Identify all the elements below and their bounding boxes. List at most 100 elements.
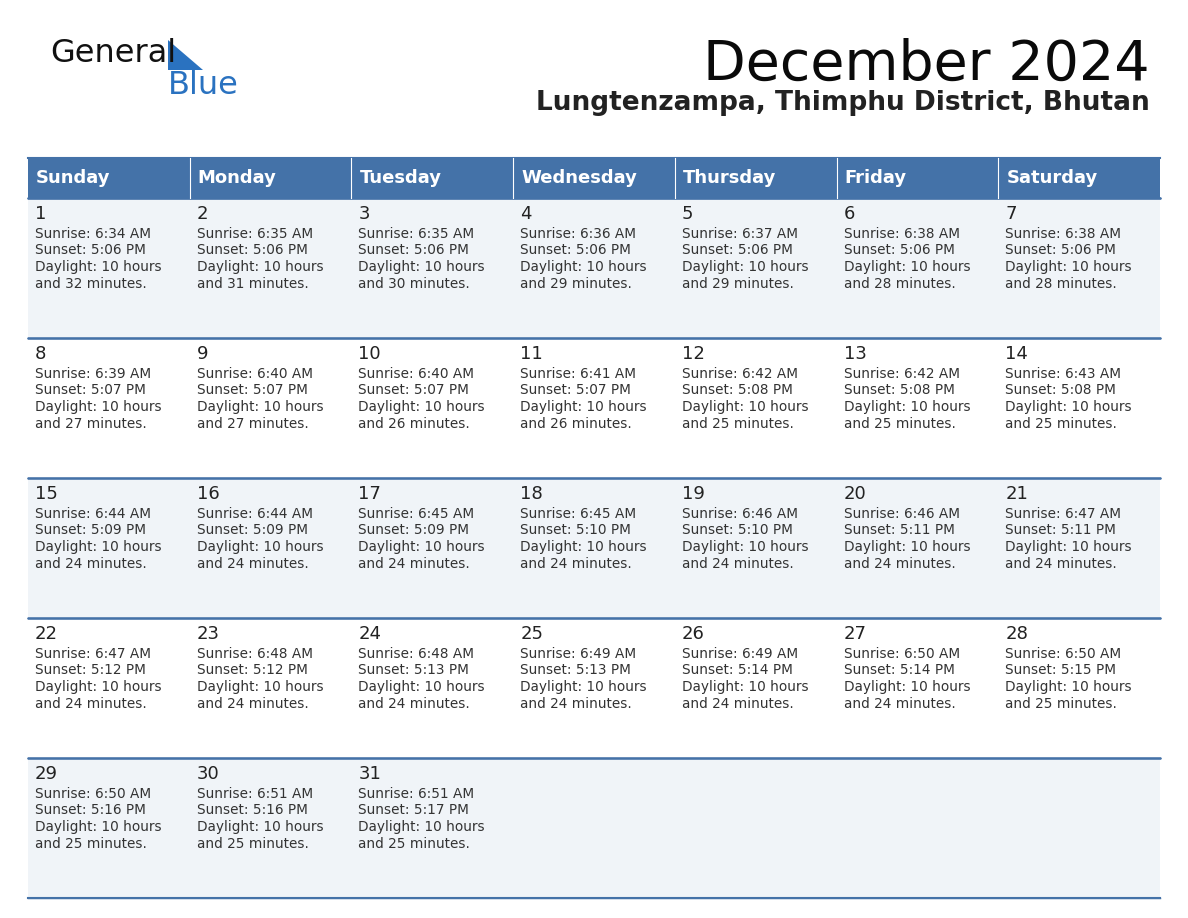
Text: Daylight: 10 hours: Daylight: 10 hours bbox=[520, 400, 646, 414]
Text: 23: 23 bbox=[197, 625, 220, 643]
Text: and 28 minutes.: and 28 minutes. bbox=[843, 276, 955, 290]
Text: and 25 minutes.: and 25 minutes. bbox=[197, 836, 309, 850]
Text: and 24 minutes.: and 24 minutes. bbox=[359, 697, 470, 711]
Bar bbox=[352, 618, 513, 758]
Text: Daylight: 10 hours: Daylight: 10 hours bbox=[34, 540, 162, 554]
Text: Sunrise: 6:46 AM: Sunrise: 6:46 AM bbox=[682, 507, 798, 521]
Text: Sunrise: 6:46 AM: Sunrise: 6:46 AM bbox=[843, 507, 960, 521]
Text: Daylight: 10 hours: Daylight: 10 hours bbox=[197, 680, 323, 694]
Text: 22: 22 bbox=[34, 625, 58, 643]
Bar bbox=[190, 338, 352, 478]
Text: Sunset: 5:11 PM: Sunset: 5:11 PM bbox=[1005, 523, 1117, 538]
Bar bbox=[836, 338, 998, 478]
Bar bbox=[29, 158, 190, 198]
Text: 29: 29 bbox=[34, 765, 58, 783]
Bar bbox=[675, 758, 836, 898]
Bar bbox=[29, 758, 190, 898]
Text: Sunrise: 6:45 AM: Sunrise: 6:45 AM bbox=[520, 507, 637, 521]
Bar bbox=[998, 158, 1159, 198]
Bar bbox=[190, 758, 352, 898]
Text: and 32 minutes.: and 32 minutes. bbox=[34, 276, 147, 290]
Bar bbox=[190, 478, 352, 618]
Text: and 24 minutes.: and 24 minutes. bbox=[843, 697, 955, 711]
Text: Daylight: 10 hours: Daylight: 10 hours bbox=[34, 680, 162, 694]
Text: Sunrise: 6:51 AM: Sunrise: 6:51 AM bbox=[359, 787, 474, 801]
Text: Sunset: 5:12 PM: Sunset: 5:12 PM bbox=[34, 664, 146, 677]
Text: Sunset: 5:09 PM: Sunset: 5:09 PM bbox=[34, 523, 146, 538]
Text: 3: 3 bbox=[359, 205, 369, 223]
Text: 10: 10 bbox=[359, 345, 381, 363]
Bar bbox=[352, 338, 513, 478]
Text: Daylight: 10 hours: Daylight: 10 hours bbox=[1005, 400, 1132, 414]
Text: and 26 minutes.: and 26 minutes. bbox=[520, 417, 632, 431]
Text: and 24 minutes.: and 24 minutes. bbox=[682, 697, 794, 711]
Bar bbox=[675, 478, 836, 618]
Bar bbox=[29, 198, 190, 338]
Text: Sunset: 5:16 PM: Sunset: 5:16 PM bbox=[34, 803, 146, 818]
Text: 1: 1 bbox=[34, 205, 46, 223]
Text: and 24 minutes.: and 24 minutes. bbox=[197, 556, 309, 570]
Text: and 28 minutes.: and 28 minutes. bbox=[1005, 276, 1117, 290]
Text: Daylight: 10 hours: Daylight: 10 hours bbox=[520, 680, 646, 694]
Text: Sunrise: 6:34 AM: Sunrise: 6:34 AM bbox=[34, 227, 151, 241]
Text: Sunrise: 6:50 AM: Sunrise: 6:50 AM bbox=[1005, 647, 1121, 661]
Text: Daylight: 10 hours: Daylight: 10 hours bbox=[359, 540, 485, 554]
Text: Daylight: 10 hours: Daylight: 10 hours bbox=[359, 260, 485, 274]
Text: and 25 minutes.: and 25 minutes. bbox=[1005, 697, 1117, 711]
Bar bbox=[513, 758, 675, 898]
Text: Sunrise: 6:39 AM: Sunrise: 6:39 AM bbox=[34, 367, 151, 381]
Text: Daylight: 10 hours: Daylight: 10 hours bbox=[682, 260, 809, 274]
Text: 7: 7 bbox=[1005, 205, 1017, 223]
Text: Daylight: 10 hours: Daylight: 10 hours bbox=[34, 260, 162, 274]
Text: and 24 minutes.: and 24 minutes. bbox=[1005, 556, 1117, 570]
Bar bbox=[29, 338, 190, 478]
Text: Sunday: Sunday bbox=[36, 169, 110, 187]
Text: Sunset: 5:17 PM: Sunset: 5:17 PM bbox=[359, 803, 469, 818]
Bar bbox=[836, 198, 998, 338]
Text: Daylight: 10 hours: Daylight: 10 hours bbox=[1005, 260, 1132, 274]
Text: and 26 minutes.: and 26 minutes. bbox=[359, 417, 470, 431]
Bar bbox=[513, 618, 675, 758]
Text: and 24 minutes.: and 24 minutes. bbox=[359, 556, 470, 570]
Text: Sunset: 5:06 PM: Sunset: 5:06 PM bbox=[682, 243, 792, 258]
Text: 8: 8 bbox=[34, 345, 46, 363]
Text: 18: 18 bbox=[520, 485, 543, 503]
Text: Sunrise: 6:47 AM: Sunrise: 6:47 AM bbox=[1005, 507, 1121, 521]
Bar bbox=[190, 158, 352, 198]
Text: Sunset: 5:07 PM: Sunset: 5:07 PM bbox=[197, 384, 308, 397]
Bar bbox=[352, 198, 513, 338]
Text: Friday: Friday bbox=[845, 169, 906, 187]
Bar bbox=[998, 478, 1159, 618]
Text: Sunset: 5:14 PM: Sunset: 5:14 PM bbox=[682, 664, 792, 677]
Text: Sunset: 5:08 PM: Sunset: 5:08 PM bbox=[682, 384, 792, 397]
Bar bbox=[513, 338, 675, 478]
Text: and 29 minutes.: and 29 minutes. bbox=[520, 276, 632, 290]
Text: Sunrise: 6:49 AM: Sunrise: 6:49 AM bbox=[682, 647, 798, 661]
Text: Sunrise: 6:38 AM: Sunrise: 6:38 AM bbox=[843, 227, 960, 241]
Text: Daylight: 10 hours: Daylight: 10 hours bbox=[843, 260, 971, 274]
Text: Daylight: 10 hours: Daylight: 10 hours bbox=[359, 680, 485, 694]
Text: Sunset: 5:06 PM: Sunset: 5:06 PM bbox=[1005, 243, 1117, 258]
Text: Sunset: 5:13 PM: Sunset: 5:13 PM bbox=[520, 664, 631, 677]
Text: Sunset: 5:06 PM: Sunset: 5:06 PM bbox=[520, 243, 631, 258]
Text: and 25 minutes.: and 25 minutes. bbox=[1005, 417, 1117, 431]
Text: Sunrise: 6:42 AM: Sunrise: 6:42 AM bbox=[682, 367, 798, 381]
Bar bbox=[675, 618, 836, 758]
Text: Sunset: 5:08 PM: Sunset: 5:08 PM bbox=[1005, 384, 1117, 397]
Text: Daylight: 10 hours: Daylight: 10 hours bbox=[197, 820, 323, 834]
Text: 17: 17 bbox=[359, 485, 381, 503]
Text: Sunset: 5:13 PM: Sunset: 5:13 PM bbox=[359, 664, 469, 677]
Bar bbox=[190, 198, 352, 338]
Polygon shape bbox=[168, 40, 203, 70]
Text: Sunrise: 6:48 AM: Sunrise: 6:48 AM bbox=[359, 647, 474, 661]
Text: Daylight: 10 hours: Daylight: 10 hours bbox=[34, 400, 162, 414]
Text: Sunrise: 6:48 AM: Sunrise: 6:48 AM bbox=[197, 647, 312, 661]
Text: and 24 minutes.: and 24 minutes. bbox=[197, 697, 309, 711]
Text: Sunrise: 6:43 AM: Sunrise: 6:43 AM bbox=[1005, 367, 1121, 381]
Text: 12: 12 bbox=[682, 345, 704, 363]
Bar bbox=[836, 618, 998, 758]
Text: 16: 16 bbox=[197, 485, 220, 503]
Text: Sunrise: 6:44 AM: Sunrise: 6:44 AM bbox=[34, 507, 151, 521]
Text: Sunrise: 6:50 AM: Sunrise: 6:50 AM bbox=[34, 787, 151, 801]
Text: 24: 24 bbox=[359, 625, 381, 643]
